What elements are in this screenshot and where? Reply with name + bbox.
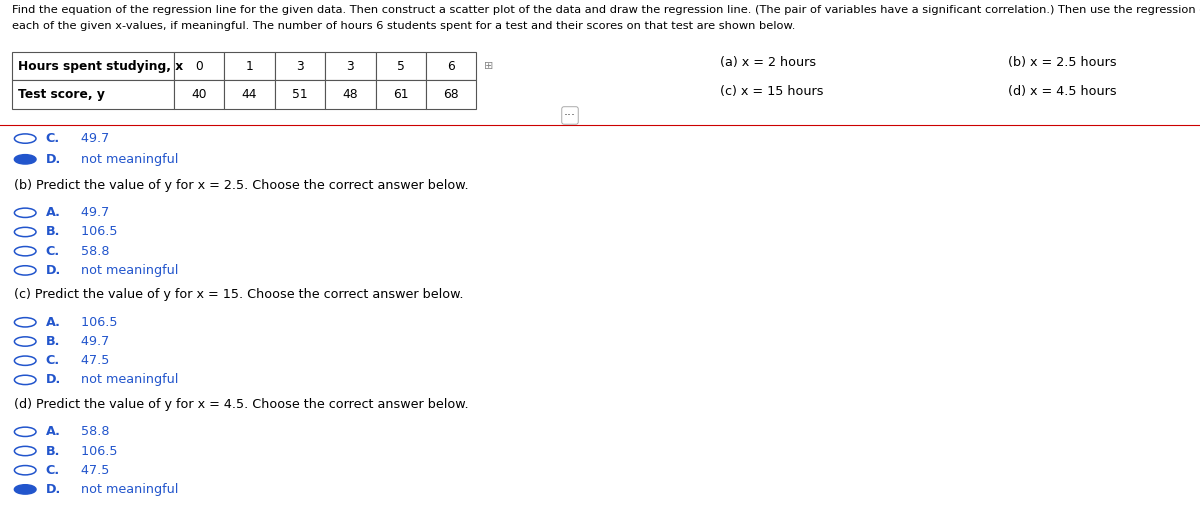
Bar bbox=[376, 52, 426, 80]
Text: A.: A. bbox=[46, 425, 60, 439]
Text: 106.5: 106.5 bbox=[73, 444, 118, 458]
Bar bbox=[325, 52, 376, 80]
Bar bbox=[224, 80, 275, 109]
Text: B.: B. bbox=[46, 335, 60, 348]
Text: 1: 1 bbox=[246, 60, 253, 73]
Text: Hours spent studying, x: Hours spent studying, x bbox=[18, 60, 184, 73]
Text: not meaningful: not meaningful bbox=[73, 264, 179, 277]
Text: 58.8: 58.8 bbox=[73, 425, 109, 439]
Text: 47.5: 47.5 bbox=[73, 354, 109, 367]
Text: 68: 68 bbox=[443, 88, 460, 101]
Text: 3: 3 bbox=[296, 60, 304, 73]
Text: C.: C. bbox=[46, 354, 60, 367]
Text: Find the equation of the regression line for the given data. Then construct a sc: Find the equation of the regression line… bbox=[12, 5, 1200, 15]
Text: 49.7: 49.7 bbox=[73, 206, 109, 220]
Text: B.: B. bbox=[46, 225, 60, 239]
Text: 44: 44 bbox=[242, 88, 257, 101]
Text: (d) x = 4.5 hours: (d) x = 4.5 hours bbox=[1008, 85, 1117, 98]
Text: D.: D. bbox=[46, 153, 61, 166]
Text: 48: 48 bbox=[342, 88, 359, 101]
Text: D.: D. bbox=[46, 373, 61, 387]
Text: C.: C. bbox=[46, 244, 60, 258]
Text: A.: A. bbox=[46, 316, 60, 329]
Text: 0: 0 bbox=[196, 60, 203, 73]
Text: 106.5: 106.5 bbox=[73, 225, 118, 239]
Bar bbox=[224, 52, 275, 80]
Bar bbox=[12, 52, 174, 80]
Text: C.: C. bbox=[46, 132, 60, 145]
Text: (b) Predict the value of y for x = 2.5. Choose the correct answer below.: (b) Predict the value of y for x = 2.5. … bbox=[14, 179, 469, 192]
Text: not meaningful: not meaningful bbox=[73, 483, 179, 496]
Text: 51: 51 bbox=[292, 88, 308, 101]
Text: D.: D. bbox=[46, 264, 61, 277]
Text: ···: ··· bbox=[564, 109, 576, 122]
Text: 47.5: 47.5 bbox=[73, 463, 109, 477]
Bar bbox=[174, 80, 224, 109]
Text: not meaningful: not meaningful bbox=[73, 373, 179, 387]
Text: each of the given x-values, if meaningful. The number of hours 6 students spent : each of the given x-values, if meaningfu… bbox=[12, 21, 796, 31]
Text: Test score, y: Test score, y bbox=[18, 88, 104, 101]
Circle shape bbox=[14, 155, 36, 164]
Text: (c) Predict the value of y for x = 15. Choose the correct answer below.: (c) Predict the value of y for x = 15. C… bbox=[14, 288, 464, 302]
Text: 6: 6 bbox=[448, 60, 455, 73]
Text: D.: D. bbox=[46, 483, 61, 496]
Text: A.: A. bbox=[46, 206, 60, 220]
Bar bbox=[275, 80, 325, 109]
Text: 49.7: 49.7 bbox=[73, 335, 109, 348]
Text: 40: 40 bbox=[192, 88, 206, 101]
Circle shape bbox=[14, 485, 36, 494]
Text: 3: 3 bbox=[347, 60, 354, 73]
Text: (a) x = 2 hours: (a) x = 2 hours bbox=[720, 56, 816, 69]
Text: C.: C. bbox=[46, 463, 60, 477]
Text: 49.7: 49.7 bbox=[73, 132, 109, 145]
Text: 5: 5 bbox=[397, 60, 404, 73]
Text: 106.5: 106.5 bbox=[73, 316, 118, 329]
Bar bbox=[426, 80, 476, 109]
Bar bbox=[12, 80, 174, 109]
Text: (b) x = 2.5 hours: (b) x = 2.5 hours bbox=[1008, 56, 1117, 69]
Text: 61: 61 bbox=[394, 88, 408, 101]
Bar bbox=[275, 52, 325, 80]
Bar bbox=[325, 80, 376, 109]
Bar bbox=[174, 52, 224, 80]
Bar bbox=[376, 80, 426, 109]
Text: not meaningful: not meaningful bbox=[73, 153, 179, 166]
Text: B.: B. bbox=[46, 444, 60, 458]
Text: (c) x = 15 hours: (c) x = 15 hours bbox=[720, 85, 823, 98]
Text: (d) Predict the value of y for x = 4.5. Choose the correct answer below.: (d) Predict the value of y for x = 4.5. … bbox=[14, 398, 469, 411]
Text: ⊞: ⊞ bbox=[484, 61, 493, 71]
Text: 58.8: 58.8 bbox=[73, 244, 109, 258]
Bar bbox=[426, 52, 476, 80]
